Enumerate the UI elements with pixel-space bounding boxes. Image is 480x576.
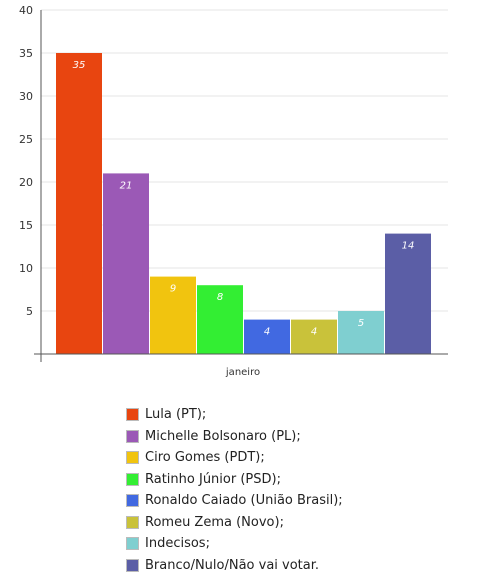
- legend-swatch: [126, 559, 139, 572]
- data-label: 9: [170, 284, 176, 295]
- y-tick-label: 5: [26, 305, 33, 318]
- y-axis-ticks: 5 10 15 20 25 30 35 40: [19, 4, 33, 318]
- legend-label: Ciro Gomes (PDT);: [145, 450, 265, 465]
- legend-swatch: [126, 473, 139, 486]
- legend-swatch: [126, 537, 139, 550]
- legend-swatch: [126, 430, 139, 443]
- y-tick-label: 25: [19, 133, 33, 146]
- bar: [385, 234, 431, 354]
- y-tick-label: 15: [19, 219, 33, 232]
- legend-swatch: [126, 451, 139, 464]
- legend-item: Ronaldo Caiado (União Brasil);: [126, 490, 343, 512]
- bars: [56, 53, 431, 354]
- x-category-label: janeiro: [225, 367, 260, 378]
- y-tick-label: 10: [19, 262, 33, 275]
- data-label: 21: [120, 180, 133, 191]
- bar: [103, 173, 149, 354]
- legend-item: Lula (PT);: [126, 404, 343, 426]
- data-label: 4: [264, 327, 270, 338]
- data-label: 4: [311, 327, 317, 338]
- legend-item: Branco/Nulo/Não vai votar.: [126, 555, 343, 576]
- legend-item: Romeu Zema (Novo);: [126, 512, 343, 534]
- y-tick-label: 20: [19, 176, 33, 189]
- legend-label: Romeu Zema (Novo);: [145, 515, 284, 530]
- bar: [56, 53, 102, 354]
- data-label: 35: [73, 60, 86, 71]
- y-tick-label: 30: [19, 90, 33, 103]
- legend-label: Michelle Bolsonaro (PL);: [145, 429, 301, 444]
- legend-swatch: [126, 516, 139, 529]
- legend-label: Ratinho Júnior (PSD);: [145, 472, 281, 487]
- data-label: 5: [358, 318, 364, 329]
- legend-swatch: [126, 408, 139, 421]
- data-label: 14: [402, 241, 415, 252]
- legend: Lula (PT); Michelle Bolsonaro (PL); Ciro G…: [126, 404, 343, 576]
- legend-label: Branco/Nulo/Não vai votar.: [145, 558, 319, 573]
- y-tick-label: 35: [19, 47, 33, 60]
- legend-item: Ratinho Júnior (PSD);: [126, 469, 343, 491]
- legend-swatch: [126, 494, 139, 507]
- legend-label: Lula (PT);: [145, 407, 206, 422]
- bar-chart: 35 21 9 8 4 4 5 14 5 10 15 20 25 30 35 40 janeiro: [0, 0, 480, 395]
- legend-item: Ciro Gomes (PDT);: [126, 447, 343, 469]
- data-label: 8: [217, 292, 223, 303]
- legend-item: Indecisos;: [126, 533, 343, 555]
- legend-label: Indecisos;: [145, 536, 210, 551]
- y-tick-label: 40: [19, 4, 33, 17]
- legend-item: Michelle Bolsonaro (PL);: [126, 426, 343, 448]
- legend-label: Ronaldo Caiado (União Brasil);: [145, 493, 343, 508]
